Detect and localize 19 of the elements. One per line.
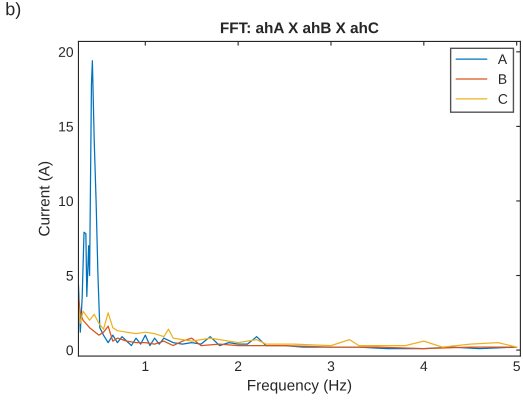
x-tick-label: 3 (328, 361, 334, 372)
y-axis-title: Current (A) (38, 162, 53, 236)
y-tick-label: 10 (59, 196, 74, 206)
chart-title: FFT: ahA X ahB X ahC (220, 22, 379, 34)
line-series (78, 304, 518, 348)
legend-label: A (498, 54, 508, 64)
x-axis-title: Frequency (Hz) (248, 379, 352, 394)
line-series (78, 296, 518, 350)
legend-label: C (498, 94, 508, 104)
text: b) (6, 2, 20, 19)
x-tick-label: 2 (234, 361, 242, 371)
y-tick-label: 5 (66, 270, 74, 281)
y-tick-label: 0 (66, 345, 74, 356)
y-tick-label: 15 (59, 122, 74, 132)
legend-label: B (498, 74, 506, 84)
x-tick-label: 5 (513, 361, 520, 372)
y-tick-label: 20 (58, 47, 74, 58)
x-tick-label: 1 (142, 361, 148, 371)
x-tick-label: 4 (420, 361, 428, 371)
